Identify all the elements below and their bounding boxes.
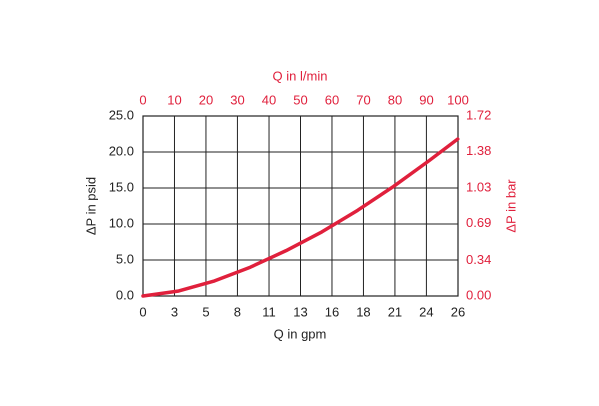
y-tick-label: 5.0 [116,251,134,266]
x2-tick-label: 10 [167,92,181,107]
x2-tick-label: 70 [356,92,370,107]
y2-tick-label: 1.38 [466,143,491,158]
x-tick-label: 8 [234,304,241,319]
y2-tick-label: 1.72 [466,107,491,122]
y-tick-label: 10.0 [109,215,134,230]
y-tick-label: 15.0 [109,179,134,194]
data-line [141,137,460,298]
x-tick-label: 26 [451,304,465,319]
x2-tick-label: 90 [419,92,433,107]
y-axis-label: ΔP in psid [83,177,98,235]
x-tick-label: 13 [293,304,307,319]
x-tick-label: 16 [325,304,339,319]
y-tick-label: 25.0 [109,107,134,122]
y2-tick-label: 0.69 [466,215,491,230]
x2-tick-label: 50 [293,92,307,107]
y-tick-label: 20.0 [109,143,134,158]
x2-tick-label: 60 [325,92,339,107]
x-tick-label: 11 [262,304,276,319]
y2-axis-label: ΔP in bar [503,179,518,233]
x-tick-label: 24 [419,304,433,319]
x-tick-label: 3 [171,304,178,319]
y2-tick-label: 0.34 [466,252,491,267]
x2-tick-label: 0 [139,92,146,107]
y2-tick-label: 0.00 [466,287,491,302]
x-tick-label: 0 [139,304,146,319]
y-tick-label: 0.0 [116,287,134,302]
x-tick-label: 18 [356,304,370,319]
x2-tick-label: 20 [199,92,213,107]
x2-tick-label: 80 [388,92,402,107]
x-tick-label: 5 [202,304,209,319]
x2-tick-label: 40 [262,92,276,107]
x-tick-label: 21 [388,304,402,319]
x2-tick-label: 100 [447,92,469,107]
x2-tick-label: 30 [230,92,244,107]
y2-tick-label: 1.03 [466,180,491,195]
plot-frame [142,115,459,297]
x-axis-label: Q in gpm [274,326,327,341]
x2-axis-label: Q in l/min [273,68,328,83]
